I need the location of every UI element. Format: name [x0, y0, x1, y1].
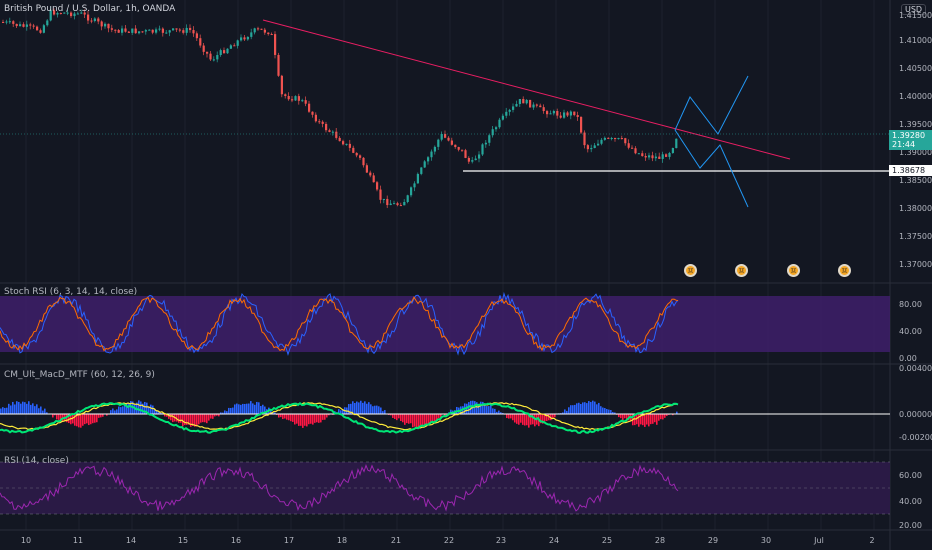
flag-icon[interactable]: 🇺	[735, 264, 748, 277]
currency-button[interactable]: USD	[901, 4, 927, 15]
macd-label[interactable]: CM_Ult_MacD_MTF (60, 12, 26, 9)	[4, 370, 155, 380]
rsi-tick: 60.00	[899, 471, 922, 480]
projection-path-up	[674, 75, 749, 135]
stoch-d-line	[0, 296, 679, 352]
price-tick: 1.41500	[899, 11, 932, 20]
price-tick: 1.40500	[899, 64, 932, 73]
stoch-tick: 40.00	[899, 327, 922, 336]
level-price-badge: 1.38678	[889, 165, 932, 176]
stoch-k-line	[0, 291, 679, 356]
stoch-rsi-label[interactable]: Stoch RSI (6, 3, 14, 14, close)	[4, 287, 138, 297]
time-tick: 16	[230, 536, 242, 545]
macd-tick: -0.00200	[899, 433, 932, 442]
time-tick: 14	[125, 536, 137, 545]
rsi-tick: 40.00	[899, 497, 922, 506]
time-tick: 29	[707, 536, 719, 545]
rsi-line	[0, 464, 679, 512]
time-tick: 17	[283, 536, 295, 545]
macd-tick: 0.00000	[899, 410, 932, 419]
time-tick: 10	[20, 536, 32, 545]
time-tick: 18	[336, 536, 348, 545]
time-tick: 15	[177, 536, 189, 545]
bar-countdown: 21:44	[892, 140, 916, 149]
projection-path-down	[674, 129, 749, 208]
flag-icon[interactable]: 🇺	[838, 264, 851, 277]
time-tick: 11	[72, 536, 84, 545]
price-tick: 1.37500	[899, 232, 932, 241]
time-tick: 2	[869, 536, 875, 545]
stoch-tick: 0.00	[899, 354, 917, 363]
time-tick: 23	[495, 536, 507, 545]
time-tick: Jul	[814, 536, 824, 545]
price-tick: 1.37000	[899, 260, 932, 269]
time-tick: 28	[654, 536, 666, 545]
price-tick: 1.38000	[899, 204, 932, 213]
time-tick: 21	[390, 536, 402, 545]
macd-tick: 0.00400	[899, 364, 932, 373]
flag-icon[interactable]: 🇺	[684, 264, 697, 277]
time-tick: 22	[443, 536, 455, 545]
price-tick: 1.41000	[899, 36, 932, 45]
candle-series	[2, 6, 678, 209]
price-tick: 1.38500	[899, 176, 932, 185]
price-tick: 1.40000	[899, 92, 932, 101]
current-price-value: 1.39280	[892, 131, 926, 140]
time-tick: 24	[548, 536, 560, 545]
current-price-badge: 1.39280 21:44	[889, 130, 932, 150]
price-tick: 1.39000	[899, 148, 932, 157]
stoch-tick: 80.00	[899, 300, 922, 309]
chart-grid	[25, 0, 875, 530]
symbol-title[interactable]: British Pound / U.S. Dollar, 1h, OANDA	[4, 4, 176, 14]
stoch-band	[0, 296, 890, 352]
macd-line	[0, 401, 679, 434]
flag-icon[interactable]: 🇺	[787, 264, 800, 277]
rsi-tick: 20.00	[899, 521, 922, 530]
time-tick: 30	[760, 536, 772, 545]
rsi-label[interactable]: RSI (14, close)	[4, 456, 69, 466]
price-tick: 1.39500	[899, 120, 932, 129]
descending-trendline	[262, 19, 791, 160]
time-tick: 25	[601, 536, 613, 545]
